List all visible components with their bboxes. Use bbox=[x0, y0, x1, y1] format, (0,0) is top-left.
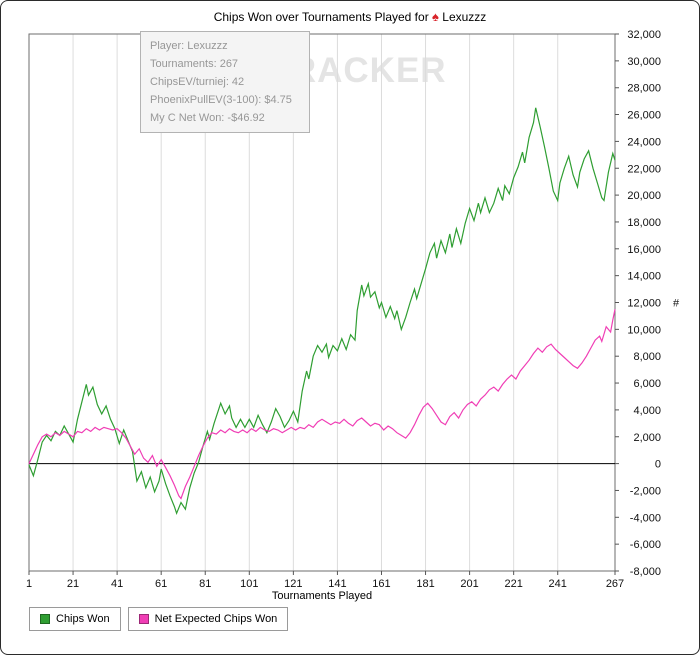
x-tick-label: 267 bbox=[606, 578, 624, 590]
legend-item-chips-won[interactable]: Chips Won bbox=[29, 607, 121, 631]
legend: Chips Won Net Expected Chips Won bbox=[29, 607, 289, 631]
y-tick-label: 4,000 bbox=[633, 405, 661, 417]
x-tick-label: 141 bbox=[328, 578, 346, 590]
y-tick-label: -2,000 bbox=[630, 485, 661, 497]
y-tick-label: -4,000 bbox=[630, 512, 661, 524]
x-tick-label: 221 bbox=[504, 578, 522, 590]
tooltip-net-won: My C Net Won: -$46.92 bbox=[150, 112, 265, 124]
y-tick-label: 12,000 bbox=[627, 298, 661, 310]
x-tick-label: 61 bbox=[155, 578, 167, 590]
net-expected-swatch-icon bbox=[138, 614, 149, 624]
y-tick-label: 16,000 bbox=[627, 244, 661, 256]
legend-label-net-expected: Net Expected Chips Won bbox=[154, 613, 278, 625]
series-line-0 bbox=[28, 107, 616, 516]
x-tick-label: 81 bbox=[199, 578, 211, 590]
y-tick-label: 10,000 bbox=[627, 324, 661, 336]
y-tick-label: 24,000 bbox=[627, 136, 661, 148]
hover-tooltip: Player: Lexuzzz Tournaments: 267 ChipsEV… bbox=[140, 31, 310, 133]
x-axis-title: Tournaments Played bbox=[271, 590, 373, 602]
x-tick-label: 21 bbox=[67, 578, 79, 590]
y-tick-label: 6,000 bbox=[633, 378, 661, 390]
x-tick-label: 241 bbox=[549, 578, 567, 590]
y-tick-label: 8,000 bbox=[633, 351, 661, 363]
legend-label-chips-won: Chips Won bbox=[56, 613, 110, 625]
x-tick-label: 1 bbox=[26, 578, 32, 590]
tooltip-phoenixpullev: PhoenixPullEV(3-100): $4.75 bbox=[150, 94, 292, 106]
y-tick-label: 32,000 bbox=[627, 29, 661, 41]
chart-title-text: Chips Won over Tournaments Played for bbox=[213, 10, 429, 24]
tooltip-player: Player: Lexuzzz bbox=[150, 40, 228, 52]
y-tick-label: 20,000 bbox=[627, 190, 661, 202]
player-name: Lexuzzz bbox=[442, 10, 487, 24]
tooltip-chipsev: ChipsEV/turniej: 42 bbox=[150, 76, 245, 88]
x-tick-label: 161 bbox=[372, 578, 390, 590]
y-tick-label: 0 bbox=[655, 459, 661, 471]
series-line-1 bbox=[28, 309, 616, 500]
x-tick-label: 41 bbox=[111, 578, 123, 590]
chart-title: Chips Won over Tournaments Played for ♠ … bbox=[1, 9, 699, 24]
y-tick-label: -6,000 bbox=[630, 539, 661, 551]
y-tick-label: 14,000 bbox=[627, 271, 661, 283]
x-tick-label: 121 bbox=[284, 578, 302, 590]
y-tick-label: 2,000 bbox=[633, 432, 661, 444]
legend-item-net-expected[interactable]: Net Expected Chips Won bbox=[127, 607, 289, 631]
chips-won-swatch-icon bbox=[40, 614, 50, 624]
red-spade-icon: ♠ bbox=[432, 9, 439, 24]
y-tick-label: 26,000 bbox=[627, 110, 661, 122]
y-tick-label: 30,000 bbox=[627, 56, 661, 68]
y-tick-label: 22,000 bbox=[627, 163, 661, 175]
x-tick-label: 101 bbox=[240, 578, 258, 590]
y-tick-label: 28,000 bbox=[627, 83, 661, 95]
y-axis-title: # bbox=[673, 298, 680, 310]
y-tick-label: -8,000 bbox=[630, 566, 661, 578]
x-tick-label: 201 bbox=[460, 578, 478, 590]
tooltip-tournaments: Tournaments: 267 bbox=[150, 58, 239, 70]
x-tick-label: 181 bbox=[416, 578, 434, 590]
y-tick-label: 18,000 bbox=[627, 217, 661, 229]
